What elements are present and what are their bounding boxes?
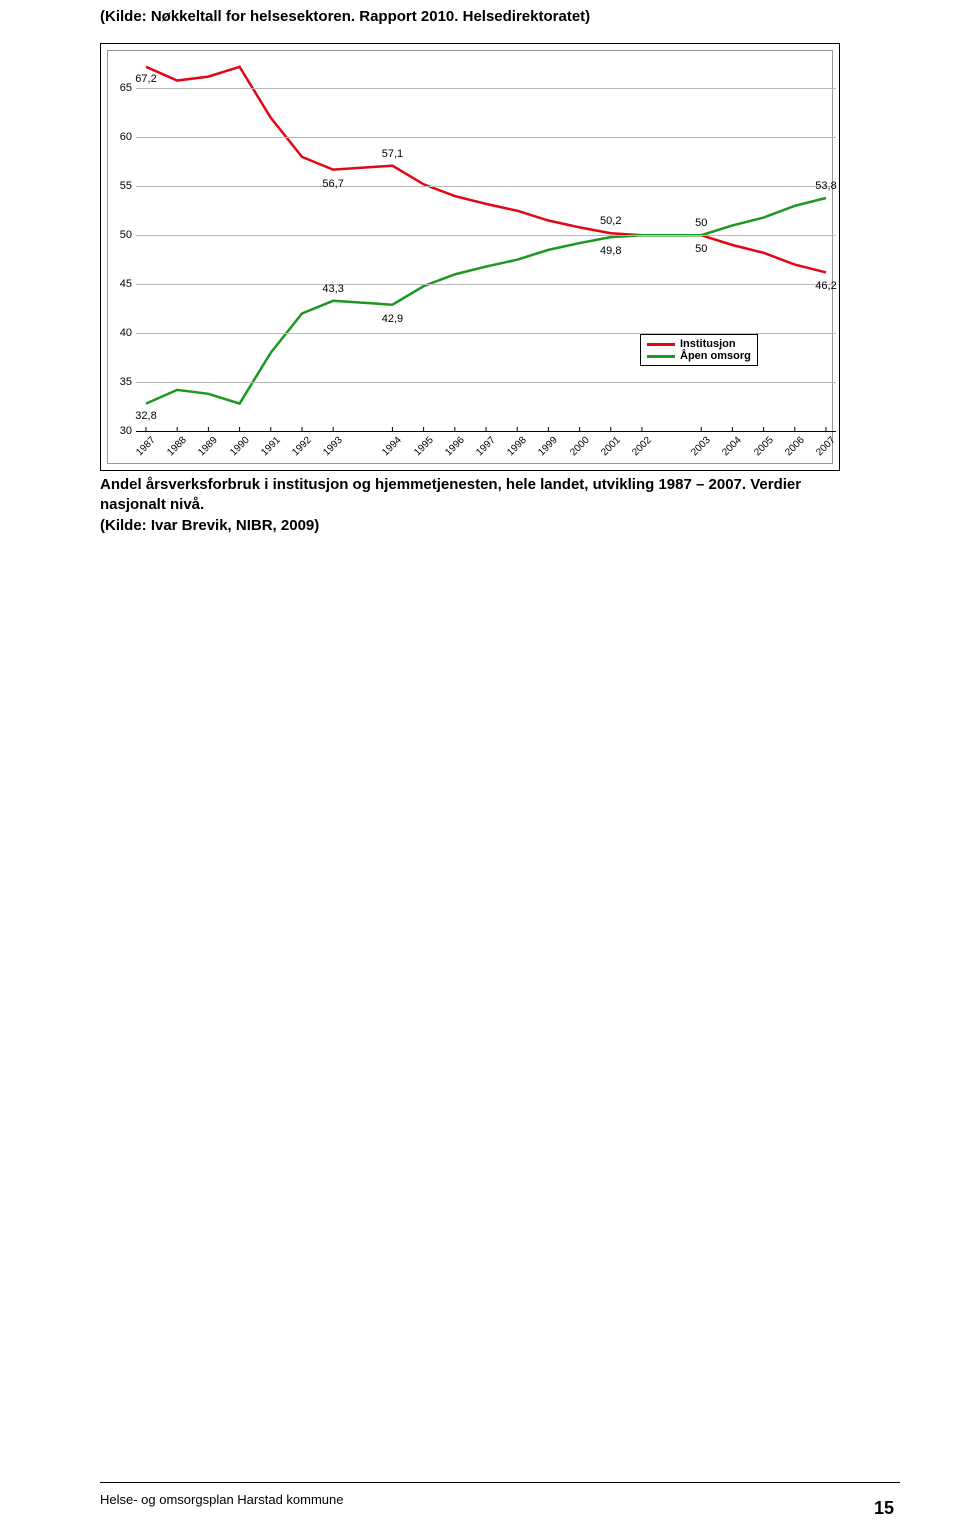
chart-frame: 30 35 40 45 50 55 60 6567,2 56,7 57,1 50,2 50 46,2 32… [107,50,833,464]
x-tick-label: 2005 [752,435,776,459]
x-tick-label: 1995 [412,435,436,459]
x-tick-label: 1998 [505,435,529,459]
footer-rule [100,1482,900,1483]
x-tick-label: 2000 [568,435,592,459]
data-label: 50 [695,217,707,229]
x-tick-label: 1999 [537,435,561,459]
y-tick-label: 30 [110,425,132,437]
x-tick-label: 2004 [721,435,745,459]
gridline [136,382,836,383]
data-label: 57,1 [382,148,403,160]
legend-swatch [647,343,675,346]
x-tick-label: 2002 [630,435,654,459]
plot-area: 303540455055606567,256,757,150,25046,232… [136,59,836,431]
footer-text: Helse- og omsorgsplan Harstad kommune [100,1492,344,1507]
y-tick-label: 55 [110,180,132,192]
x-tick-label: 1993 [321,435,345,459]
x-tick-label: 1990 [228,435,252,459]
caption-line-1: Andel årsverksforbruk i institusjon og h… [100,476,801,513]
y-tick-label: 45 [110,278,132,290]
y-tick-label: 40 [110,327,132,339]
legend-item: Åpen omsorg [647,350,751,362]
y-tick-label: 60 [110,131,132,143]
x-tick-label: 1994 [381,435,405,459]
legend-swatch [647,355,675,358]
x-tick-label: 1996 [443,435,467,459]
x-tick-label: 1991 [259,435,283,459]
gridline [136,235,836,236]
x-tick-label: 2001 [599,435,623,459]
gridline [136,88,836,89]
legend-label: Institusjon [680,338,736,350]
x-axis: 1987 1988 1989 1990 1991 1992 1993 1994 1995 1996… [136,431,836,463]
x-tick-label: 1989 [197,435,221,459]
x-tick-label: 2006 [783,435,807,459]
x-tick-label: 1997 [474,435,498,459]
gridline [136,186,836,187]
data-label: 67,2 [135,73,156,85]
data-label: 53,8 [815,180,836,192]
data-label: 43,3 [322,283,343,295]
data-label: 32,8 [135,410,156,422]
chart-svg [136,59,836,431]
x-tick-label: 1988 [165,435,189,459]
legend: InstitusjonÅpen omsorg [640,334,758,366]
data-label: 46,2 [815,280,836,292]
series-line [146,67,826,273]
x-tick-label: 2007 [814,435,838,459]
y-tick-label: 65 [110,82,132,94]
x-tick-label: 2003 [689,435,713,459]
y-tick-label: 50 [110,229,132,241]
x-tick-label: 1987 [134,435,158,459]
data-label: 42,9 [382,313,403,325]
caption-line-2: (Kilde: Ivar Brevik, NIBR, 2009) [100,517,319,534]
data-label: 50,2 [600,215,621,227]
chart-caption: Andel årsverksforbruk i institusjon og h… [100,475,840,536]
x-tick-label: 1992 [290,435,314,459]
gridline [136,284,836,285]
data-label: 56,7 [322,178,343,190]
page-number: 15 [874,1498,894,1519]
top-citation: (Kilde: Nøkkeltall for helsesektoren. Ra… [100,0,860,25]
y-tick-label: 35 [110,376,132,388]
data-label: 49,8 [600,245,621,257]
legend-label: Åpen omsorg [680,350,751,362]
chart-container: 30 35 40 45 50 55 60 6567,2 56,7 57,1 50,2 50 46,2 32… [100,43,840,471]
gridline [136,137,836,138]
data-label: 50 [695,243,707,255]
legend-item: Institusjon [647,338,751,350]
series-line [146,198,826,404]
